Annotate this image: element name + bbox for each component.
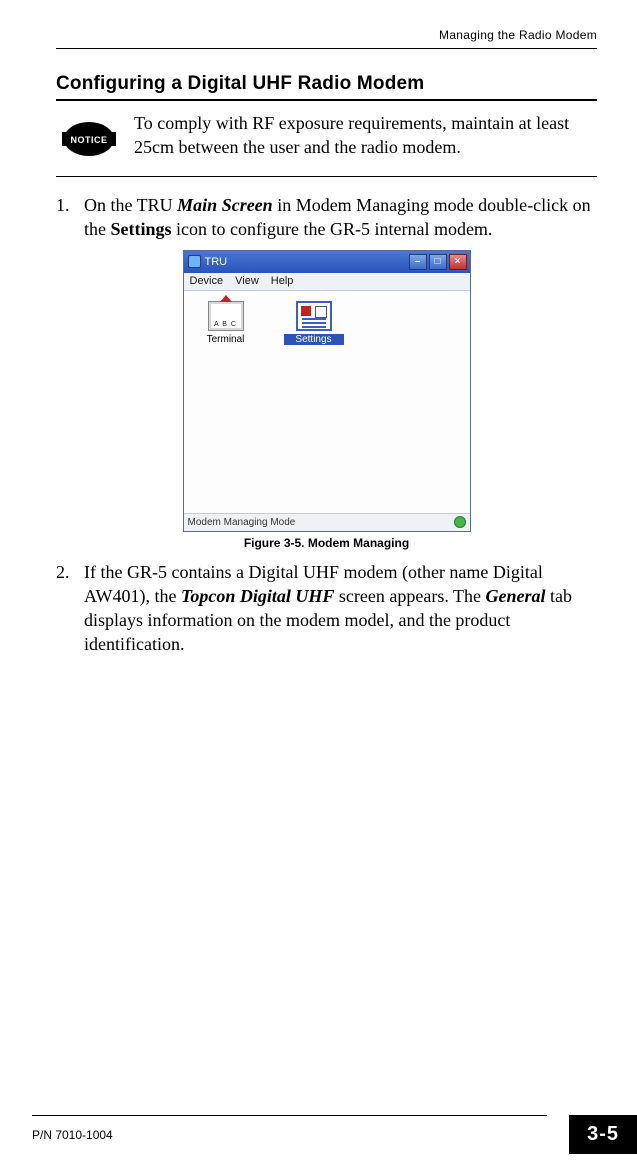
figure: TRU – □ × Device View Help Terminal [56,250,597,550]
notice-icon: NOTICE [62,117,116,166]
menu-help[interactable]: Help [271,275,294,290]
svg-text:NOTICE: NOTICE [70,135,107,145]
titlebar: TRU – □ × [184,251,470,273]
terminal-icon [208,301,244,331]
client-area: Terminal Settings [184,291,470,513]
running-head: Managing the Radio Modem [56,28,597,42]
part-number: P/N 7010-1004 [32,1128,113,1142]
terminal-label: Terminal [196,334,256,345]
app-icon [188,255,201,268]
text: On the TRU [84,195,177,215]
section-title: Configuring a Digital UHF Radio Modem [56,73,597,95]
step-2: 2. If the GR-5 contains a Digital UHF mo… [56,560,597,657]
page-number: 3-5 [569,1115,637,1154]
em: General [485,586,545,606]
menubar: Device View Help [184,273,470,291]
step-body: If the GR-5 contains a Digital UHF modem… [84,560,597,657]
section-rule-bottom [56,176,597,177]
step-body: On the TRU Main Screen in Modem Managing… [84,193,597,242]
section-rule-top [56,99,597,101]
text: screen appears. The [334,586,485,606]
statusbar: Modem Managing Mode [184,513,470,531]
menu-device[interactable]: Device [190,275,224,290]
step-1: 1. On the TRU Main Screen in Modem Manag… [56,193,597,242]
settings-icon [296,301,332,331]
step-number: 2. [56,560,74,657]
text: icon to configure the GR-5 internal mode… [172,219,493,239]
menu-view[interactable]: View [235,275,259,290]
window-title: TRU [205,256,228,268]
status-text: Modem Managing Mode [188,517,296,528]
em: Main Screen [177,195,273,215]
figure-caption: Figure 3-5. Modem Managing [56,536,597,550]
header-rule [56,48,597,49]
em: Topcon Digital UHF [181,586,334,606]
minimize-button[interactable]: – [409,254,427,270]
maximize-button[interactable]: □ [429,254,447,270]
bold: Settings [111,219,172,239]
terminal-item[interactable]: Terminal [196,301,256,345]
step-number: 1. [56,193,74,242]
notice-text: To comply with RF exposure requirements,… [134,111,595,160]
status-led-icon [454,516,466,528]
settings-item[interactable]: Settings [284,301,344,345]
footer: P/N 7010-1004 3-5 [0,1115,637,1154]
settings-label: Settings [284,334,344,345]
close-button[interactable]: × [449,254,467,270]
app-window: TRU – □ × Device View Help Terminal [183,250,471,532]
